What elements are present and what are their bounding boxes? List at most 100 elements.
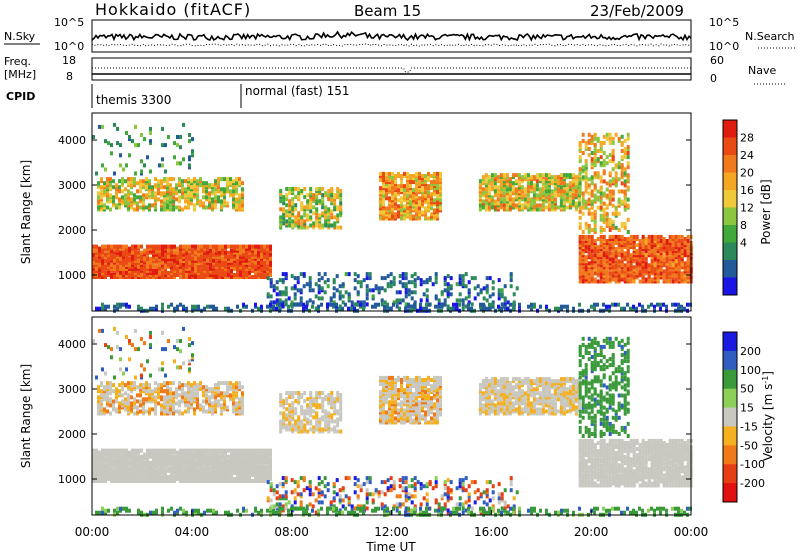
power-cell: [110, 273, 113, 277]
power-cell: [154, 195, 157, 200]
power-cell: [427, 206, 430, 211]
power-cell: [626, 185, 630, 190]
power-cell: [137, 250, 140, 255]
power-cell: [446, 294, 450, 299]
power-cell: [321, 187, 325, 191]
power-cell: [281, 302, 284, 307]
power-cell: [596, 157, 600, 162]
power-cell: [196, 179, 199, 184]
power-cell: [485, 284, 489, 289]
power-cell: [98, 246, 101, 251]
power-cell: [565, 205, 569, 210]
power-cell: [578, 225, 582, 230]
power-cell: [641, 241, 645, 245]
power-cell: [365, 284, 369, 289]
power-cell: [529, 203, 533, 208]
velocity-cell: [212, 477, 215, 481]
power-cell: [599, 191, 603, 196]
power-cell: [680, 304, 683, 309]
power-cell: [388, 178, 391, 182]
power-cell: [554, 306, 557, 311]
power-cell: [392, 300, 396, 305]
power-cell: [161, 302, 164, 307]
velocity-cell: [130, 401, 133, 406]
power-cell: [188, 273, 191, 277]
power-cell: [632, 251, 636, 256]
power-cell: [665, 259, 669, 264]
power-cell: [154, 177, 157, 182]
power-cell: [418, 196, 421, 201]
power-cell: [362, 306, 365, 311]
power-cell: [125, 244, 128, 249]
velocity-cell: [257, 454, 260, 459]
power-cell: [593, 259, 597, 264]
power-cell: [172, 177, 175, 182]
power-cell: [656, 277, 660, 282]
power-cell: [134, 171, 137, 176]
power-cell: [620, 277, 624, 282]
power-cell: [118, 197, 121, 202]
power-cell: [272, 300, 276, 305]
velocity-cell: [155, 468, 158, 473]
velocity-cell: [236, 458, 239, 463]
velocity-cell: [97, 385, 100, 390]
power-cell: [617, 165, 621, 170]
power-cell: [309, 191, 313, 196]
power-cell: [166, 179, 169, 184]
power-cell: [318, 187, 322, 191]
power-cell: [556, 193, 560, 198]
power-cell: [662, 302, 665, 307]
power-cell: [333, 223, 337, 228]
power-cell: [269, 248, 272, 253]
velocity-cell: [182, 466, 185, 471]
power-cell: [530, 302, 533, 307]
power-cell: [406, 214, 409, 219]
power-cell: [574, 181, 578, 186]
velocity-cell: [152, 458, 155, 463]
power-cell: [605, 132, 609, 137]
power-cell: [238, 205, 241, 210]
power-cell: [118, 179, 121, 184]
power-cell: [151, 185, 154, 190]
power-cell: [571, 173, 575, 178]
power-cell: [143, 252, 146, 257]
power-cell: [317, 278, 321, 283]
power-cell: [602, 159, 606, 164]
power-cell: [391, 204, 394, 209]
power-cell: [617, 243, 621, 248]
power-cell: [311, 300, 315, 305]
power-cell: [380, 286, 384, 291]
power-cell: [122, 244, 125, 249]
power-cell: [436, 200, 439, 205]
power-cell: [374, 286, 378, 291]
power-cell: [662, 257, 666, 262]
power-cell: [526, 189, 530, 194]
power-cell: [169, 177, 172, 182]
nave-tick-top: 60: [710, 54, 724, 67]
power-cell: [470, 306, 473, 311]
power-cell: [467, 306, 470, 311]
power-cell: [245, 252, 248, 257]
power-cell: [659, 267, 663, 272]
power-cell: [686, 253, 690, 258]
velocity-cell: [248, 474, 251, 479]
velocity-cell: [257, 477, 260, 481]
power-cell: [599, 253, 603, 258]
velocity-cell: [215, 466, 218, 471]
power-cell: [626, 136, 630, 141]
velocity-cell: [224, 458, 227, 463]
power-cell: [95, 248, 98, 253]
power-cell: [481, 187, 485, 192]
velocity-cell: [140, 458, 143, 463]
power-cell: [382, 178, 385, 182]
power-cell: [130, 197, 133, 202]
power-cell: [365, 272, 369, 277]
power-cell: [403, 171, 406, 176]
velocity-cell: [140, 448, 143, 453]
power-cell: [538, 187, 542, 192]
power-cell: [395, 304, 399, 309]
power-cell: [584, 144, 588, 149]
power-cell: [514, 179, 518, 184]
power-cell: [638, 269, 642, 274]
power-cell: [119, 252, 122, 257]
